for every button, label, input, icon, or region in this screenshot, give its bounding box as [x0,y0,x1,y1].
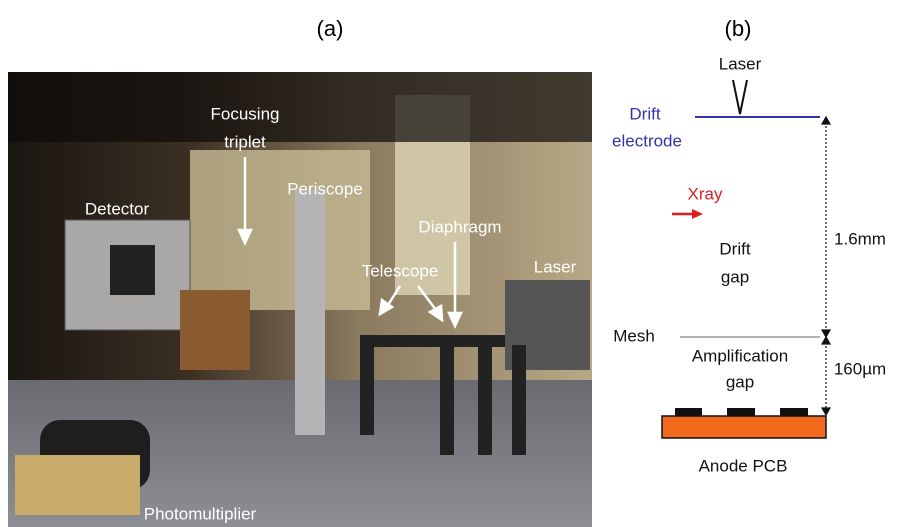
label: Drift [629,104,660,123]
strips [675,408,808,417]
photo-label: Focusing [211,104,280,123]
xray-arrow-head [692,209,703,219]
label: 1.6mm [834,229,886,248]
panel-label: (a) [317,16,344,41]
photo-label: Telescope [362,261,439,280]
photo-label: Diaphragm [418,217,501,236]
photo-label: triplet [224,132,266,151]
label: Amplification [692,346,788,365]
photo-label: Periscope [287,179,363,198]
label: gap [726,372,754,391]
label: 160µm [834,359,886,378]
photo [8,72,592,527]
label: gap [721,267,749,286]
panel-label: (b) [725,16,752,41]
label: Mesh [613,326,655,345]
label: Laser [719,54,762,73]
dimensions [820,115,832,417]
label: Xray [688,184,723,203]
label: electrode [612,131,682,150]
anode-pcb [661,415,827,439]
photo-label: Laser [534,257,577,276]
photo-label: Detector [85,199,150,218]
laser-arrow [732,79,748,115]
label: Drift [719,239,750,258]
label: Anode PCB [699,456,788,475]
arrows [237,157,463,329]
photo-label: Photomultiplier [144,504,257,523]
